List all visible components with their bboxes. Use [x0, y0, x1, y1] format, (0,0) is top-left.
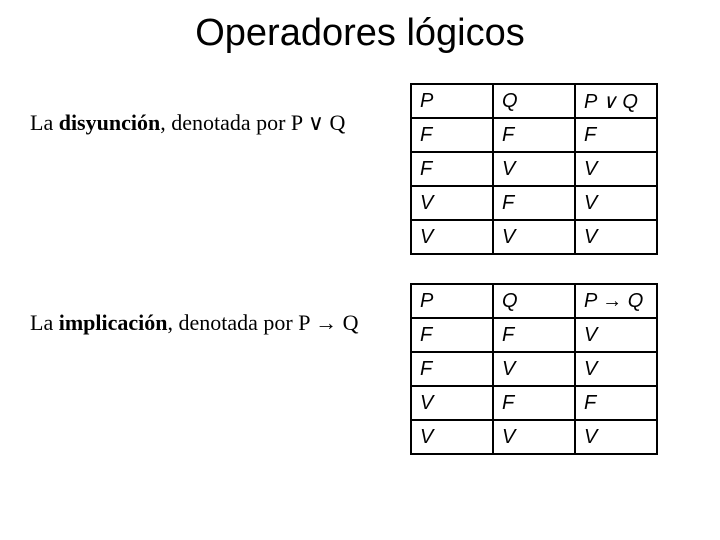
table-cell: F [493, 186, 575, 220]
table-cell: V [575, 318, 657, 352]
implication-table: P Q P → Q F F V F V V V F F V V [410, 283, 658, 455]
table-header-p: P [411, 84, 493, 118]
table-row: F V V [411, 152, 657, 186]
table-header-result: P ∨ Q [575, 84, 657, 118]
table-row: P Q P ∨ Q [411, 84, 657, 118]
implication-desc: La implicación, denotada por P → Q [30, 283, 400, 337]
table-cell: V [493, 220, 575, 254]
table-cell: V [493, 420, 575, 454]
table-cell: V [411, 220, 493, 254]
disjunction-desc-suffix: , denotada por P ∨ Q [160, 110, 345, 135]
disjunction-desc-prefix: La [30, 110, 59, 135]
table-cell: V [575, 420, 657, 454]
implication-row: La implicación, denotada por P → Q P Q P… [0, 283, 720, 455]
disjunction-row: La disyunción, denotada por P ∨ Q P Q P … [0, 83, 720, 255]
disjunction-table: P Q P ∨ Q F F F F V V V F V V V [410, 83, 658, 255]
table-header-q: Q [493, 84, 575, 118]
table-row: V F F [411, 386, 657, 420]
page-title: Operadores lógicos [0, 0, 720, 55]
table-cell: F [411, 152, 493, 186]
implication-desc-bold: implicación [59, 310, 168, 335]
table-cell: F [575, 386, 657, 420]
table-cell: V [411, 186, 493, 220]
table-cell: F [411, 118, 493, 152]
table-cell: V [575, 220, 657, 254]
table-header-p: P [411, 284, 493, 318]
table-cell: V [411, 420, 493, 454]
table-cell: V [411, 386, 493, 420]
table-header-result: P → Q [575, 284, 657, 318]
table-cell: F [575, 118, 657, 152]
disjunction-desc-bold: disyunción [59, 110, 161, 135]
table-cell: F [493, 386, 575, 420]
slide: Operadores lógicos La disyunción, denota… [0, 0, 720, 540]
table-cell: F [493, 118, 575, 152]
table-row: F F V [411, 318, 657, 352]
table-cell: V [493, 152, 575, 186]
table-row: P Q P → Q [411, 284, 657, 318]
table-header-q: Q [493, 284, 575, 318]
table-row: V V V [411, 220, 657, 254]
table-cell: F [493, 318, 575, 352]
table-cell: V [575, 352, 657, 386]
table-cell: V [575, 186, 657, 220]
table-cell: V [575, 152, 657, 186]
implication-desc-prefix: La [30, 310, 59, 335]
table-row: F F F [411, 118, 657, 152]
table-row: V V V [411, 420, 657, 454]
implication-desc-suffix: , denotada por P → Q [167, 310, 358, 335]
table-cell: F [411, 318, 493, 352]
table-cell: F [411, 352, 493, 386]
table-row: V F V [411, 186, 657, 220]
disjunction-desc: La disyunción, denotada por P ∨ Q [30, 83, 400, 137]
table-cell: V [493, 352, 575, 386]
table-row: F V V [411, 352, 657, 386]
